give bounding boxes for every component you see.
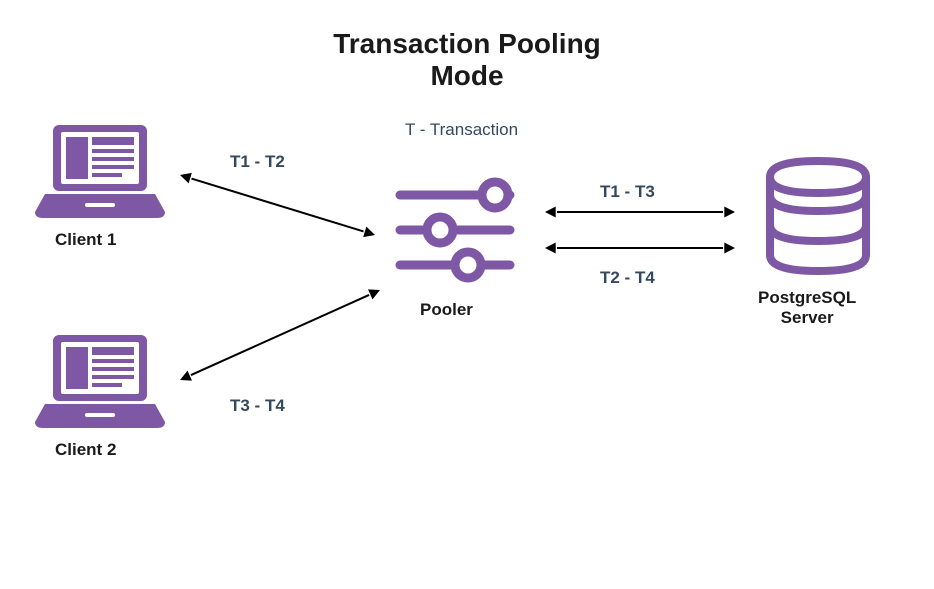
edge-label-pool_srv_top: T1 - T3 xyxy=(600,182,655,202)
edge-pool_srv_top xyxy=(545,207,735,218)
edge-label-c1_pool: T1 - T2 xyxy=(230,152,285,172)
edge-pool_srv_bot xyxy=(545,243,735,254)
edge-label-pool_srv_bot: T2 - T4 xyxy=(600,268,655,288)
edge-c1_pool xyxy=(180,173,375,237)
edge-label-c2_pool: T3 - T4 xyxy=(230,396,285,416)
edges-layer xyxy=(0,0,934,589)
edge-c2_pool xyxy=(180,289,380,380)
